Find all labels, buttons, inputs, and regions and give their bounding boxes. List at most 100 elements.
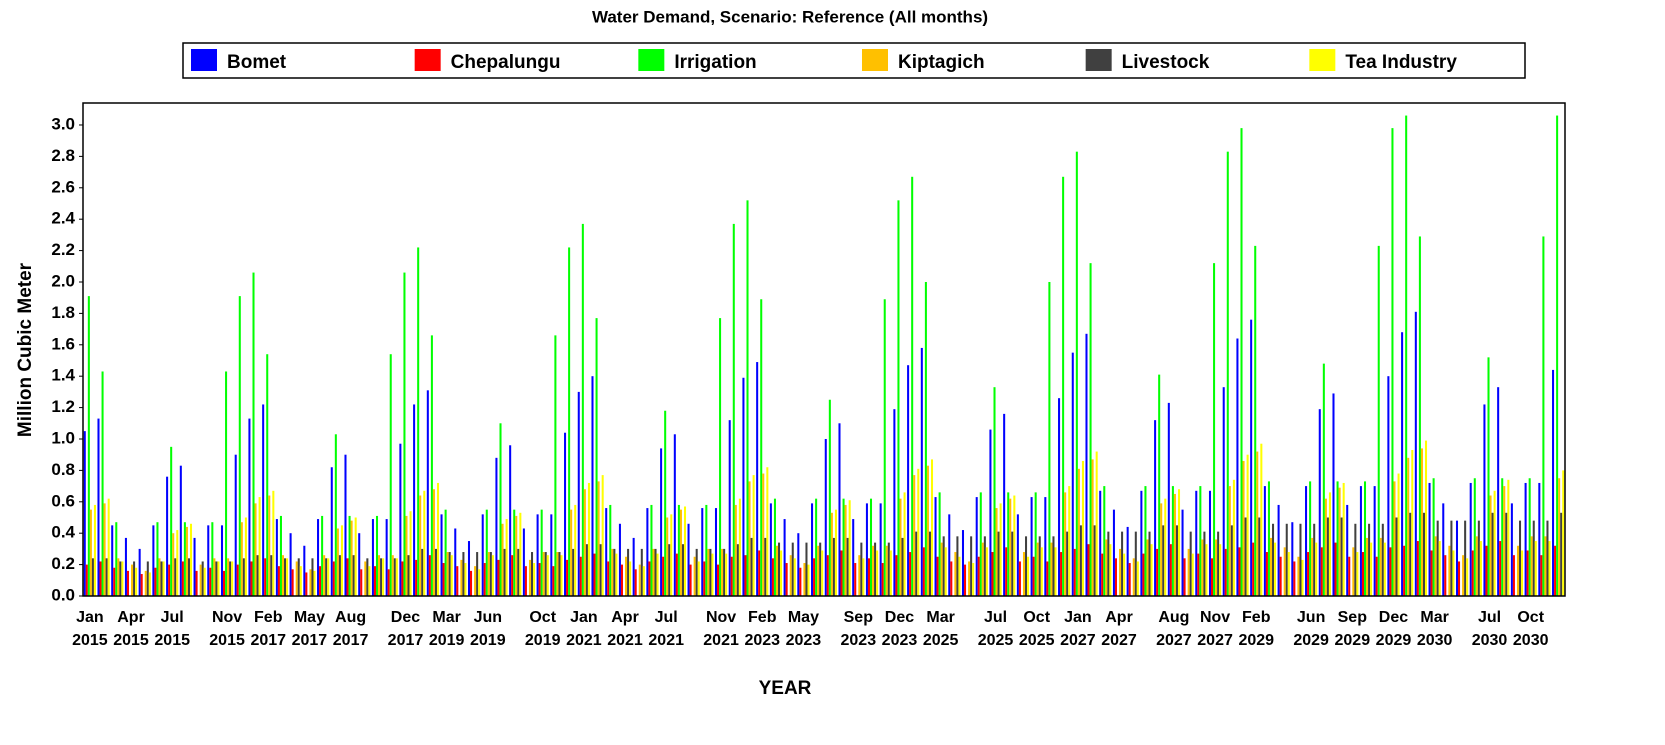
bar — [942, 536, 945, 596]
bar — [907, 365, 910, 596]
bar — [395, 558, 398, 596]
bar — [1544, 536, 1547, 596]
bar — [725, 553, 728, 596]
bar — [1315, 542, 1318, 596]
bar — [613, 548, 616, 596]
bar — [985, 547, 988, 596]
bar — [1444, 555, 1447, 596]
x-tick-label: Dec 2017 — [387, 609, 424, 649]
bar — [1532, 520, 1535, 596]
bar — [1363, 481, 1367, 596]
bar — [1338, 487, 1341, 596]
bar — [961, 530, 965, 596]
bar — [848, 500, 851, 596]
bar — [1128, 563, 1131, 596]
y-tick-label: 2.8 — [51, 146, 75, 165]
bar — [382, 558, 385, 596]
bar — [1274, 542, 1277, 596]
bar — [1132, 558, 1135, 596]
bar — [656, 553, 659, 596]
bar — [1348, 556, 1351, 596]
bar — [758, 550, 761, 596]
x-tick-label: Jun 2029 — [1293, 609, 1329, 649]
bar — [460, 559, 463, 596]
bar — [1071, 352, 1074, 596]
bar — [1073, 548, 1076, 596]
bar — [574, 504, 577, 596]
bar — [417, 247, 420, 596]
bar — [133, 561, 136, 596]
bar — [909, 552, 912, 596]
bar — [1411, 449, 1414, 596]
bar — [371, 519, 374, 596]
bar — [387, 569, 390, 596]
bar — [1123, 553, 1126, 596]
bar — [1034, 492, 1037, 596]
bar — [240, 522, 243, 596]
bar — [687, 523, 690, 596]
bar — [1391, 128, 1394, 596]
bar — [1032, 556, 1035, 596]
bar — [1173, 493, 1176, 596]
bar — [1519, 520, 1522, 596]
bar — [264, 558, 267, 596]
bar — [179, 465, 182, 596]
bar — [1336, 481, 1339, 596]
bar — [140, 574, 143, 596]
x-tick-label: Mar 2019 — [428, 609, 465, 649]
legend-swatch — [191, 49, 217, 71]
bar — [266, 354, 269, 596]
bar — [981, 542, 984, 596]
bar — [744, 555, 747, 596]
bar — [1359, 486, 1362, 596]
bar — [522, 528, 525, 596]
bar — [97, 418, 100, 596]
bar — [456, 566, 459, 596]
bar — [1530, 536, 1533, 596]
bar — [1058, 398, 1061, 596]
bar — [1018, 561, 1021, 596]
bar — [158, 558, 161, 596]
bar — [366, 558, 369, 596]
bar — [1540, 555, 1543, 596]
bar — [478, 569, 481, 596]
bar — [1224, 548, 1227, 596]
bar — [1414, 311, 1417, 596]
bar — [1250, 319, 1253, 596]
bar — [1510, 503, 1513, 596]
bar — [332, 561, 335, 596]
bar — [746, 200, 749, 597]
bar — [997, 531, 1000, 596]
bar — [1366, 537, 1369, 596]
bar — [1422, 512, 1425, 596]
bar — [842, 498, 845, 596]
bar — [1238, 547, 1241, 596]
bar — [1136, 561, 1139, 596]
bar — [805, 542, 808, 596]
bar — [115, 522, 118, 596]
bar — [528, 559, 532, 596]
bar — [1254, 245, 1257, 596]
x-tick-label: Feb 2017 — [250, 609, 287, 649]
bar — [1489, 495, 1492, 596]
bar — [444, 509, 447, 596]
bar — [697, 561, 700, 596]
bar — [421, 548, 424, 596]
bar — [238, 296, 241, 596]
bar — [778, 542, 781, 596]
bar — [531, 552, 534, 596]
bar — [707, 548, 710, 596]
bar — [399, 443, 402, 596]
bar — [495, 457, 498, 596]
x-tick-label: Nov 2015 — [209, 609, 245, 649]
bar — [99, 561, 102, 596]
bar — [1232, 479, 1235, 596]
bar — [840, 550, 843, 596]
bar — [1352, 547, 1355, 596]
bar — [375, 515, 379, 596]
x-tick-label: Feb 2029 — [1238, 609, 1275, 649]
bar — [1109, 544, 1112, 596]
bar — [940, 542, 943, 596]
bar — [1424, 440, 1428, 596]
bar — [368, 566, 371, 596]
